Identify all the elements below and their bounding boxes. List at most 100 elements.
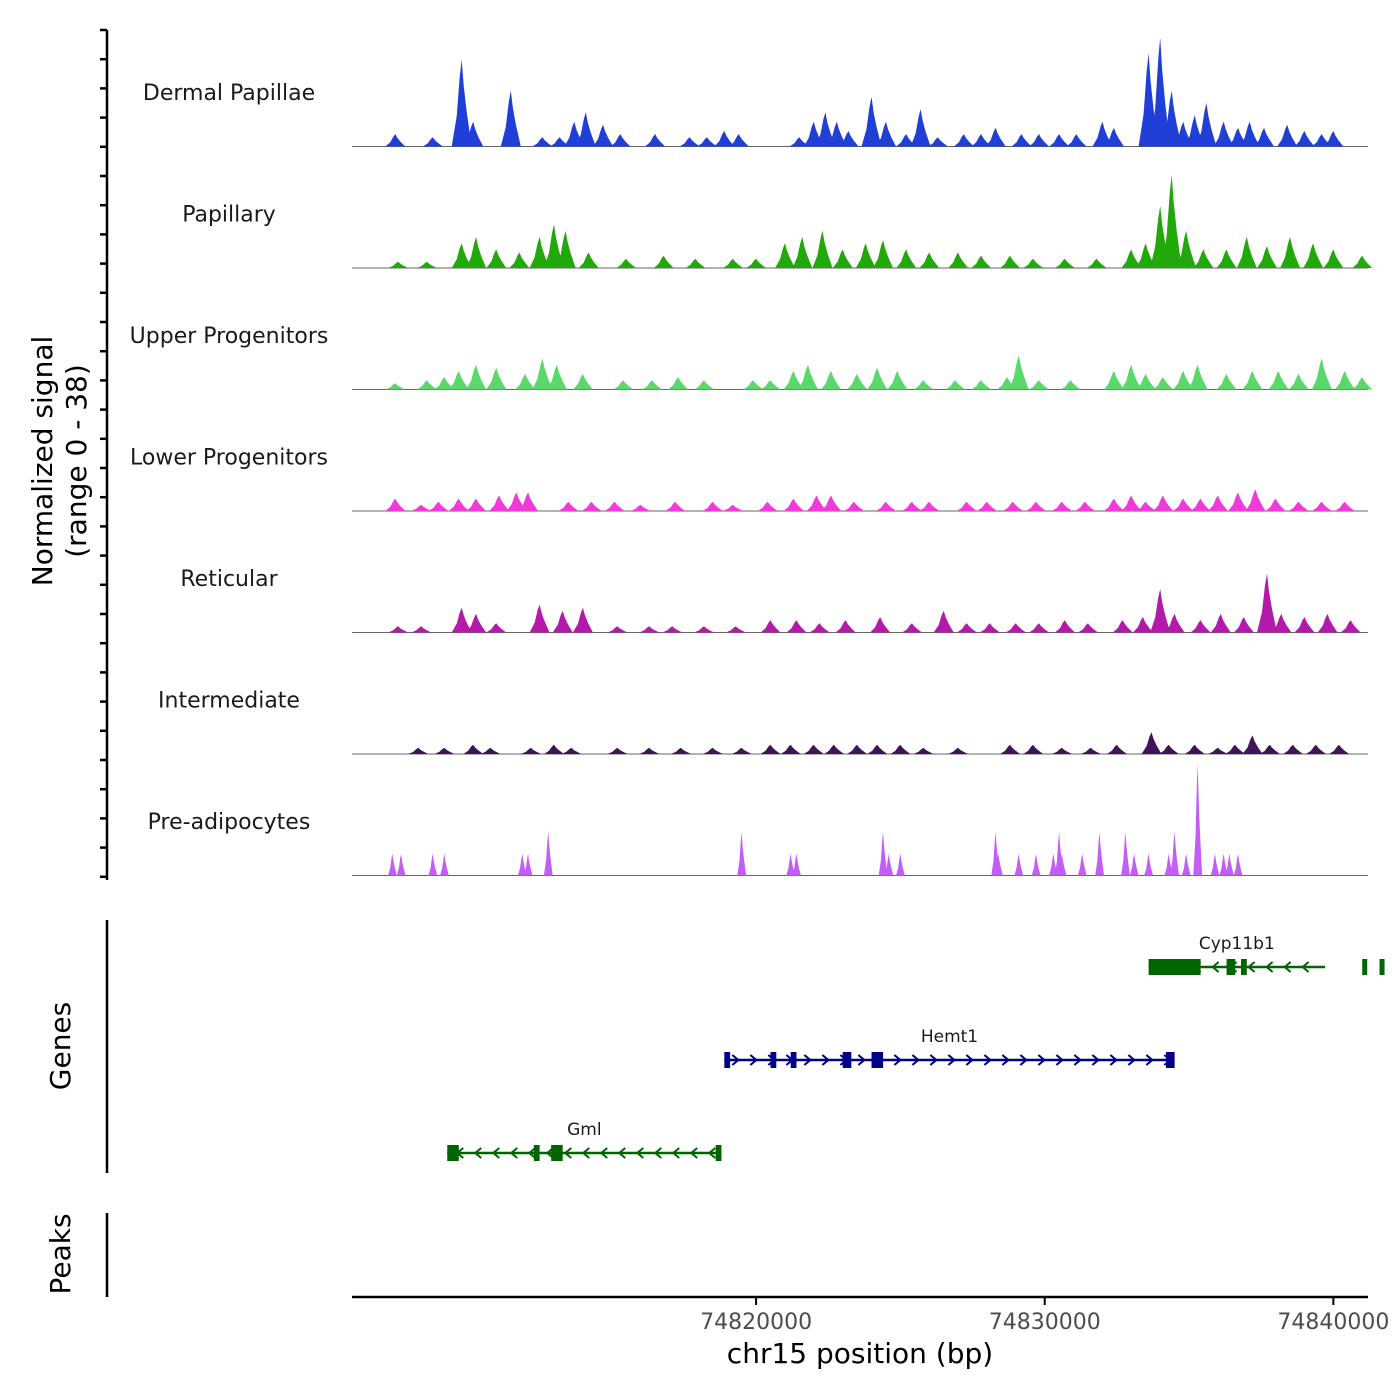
coverage-peak xyxy=(411,626,432,633)
strand-chevron xyxy=(707,1147,716,1159)
strand-chevron xyxy=(1091,1054,1100,1066)
coverage-peak xyxy=(1196,103,1217,147)
coverage-peak xyxy=(723,258,743,268)
coverage-peak xyxy=(913,747,934,754)
coverage-peak xyxy=(1334,501,1355,511)
coverage-peak xyxy=(434,747,455,754)
coverage-peak xyxy=(815,112,836,147)
coverage-peak xyxy=(388,626,409,633)
coverage-peak xyxy=(1254,127,1275,147)
coverage-peak xyxy=(956,623,977,633)
coverage-peak xyxy=(1052,747,1072,754)
strand-chevron xyxy=(1301,961,1310,973)
coverage-peak xyxy=(1303,243,1324,268)
coverage-peak xyxy=(1323,131,1344,147)
y-axis-title-line1: Normalized signal xyxy=(26,336,59,587)
coverage-peak xyxy=(1003,501,1023,511)
coverage-peak xyxy=(1077,853,1087,876)
coverage-peak xyxy=(1135,501,1156,511)
coverage-peak xyxy=(728,134,749,147)
strand-chevron xyxy=(689,1147,698,1159)
strand-chevron xyxy=(1127,1054,1136,1066)
coverage-peak xyxy=(607,747,628,754)
gene-exon xyxy=(842,1052,852,1068)
coverage-peak xyxy=(798,364,818,390)
coverage-peak xyxy=(873,240,894,268)
coverage-peak xyxy=(702,501,723,511)
coverage-peak xyxy=(1219,853,1229,876)
coverage-peak xyxy=(1104,370,1124,390)
coverage-peak xyxy=(1334,370,1355,390)
coverage-peak xyxy=(523,853,533,876)
coverage-peak xyxy=(1306,744,1326,754)
gene-exon xyxy=(1241,959,1247,975)
coverage-peak xyxy=(723,504,743,511)
coverage-peak xyxy=(639,626,660,633)
coverage-peak xyxy=(1005,623,1026,633)
track-0: Dermal Papillae xyxy=(143,37,1368,147)
strand-chevron xyxy=(821,1054,830,1066)
coverage-peak xyxy=(821,370,842,390)
coverage-peak xyxy=(610,134,631,147)
coverage-peak xyxy=(685,258,706,268)
coverage-peak xyxy=(694,626,715,633)
coverage-peak xyxy=(1283,744,1303,754)
coverage-peak xyxy=(1242,735,1263,754)
coverage-peak xyxy=(613,380,634,390)
coverage-peak xyxy=(1257,573,1277,633)
coverage-peak xyxy=(434,377,455,390)
coverage-peak xyxy=(543,832,553,876)
coverage-peak xyxy=(1060,380,1081,390)
strand-chevron xyxy=(1247,961,1256,973)
coverage-peak xyxy=(1054,620,1075,633)
coverage-peak xyxy=(1029,380,1049,390)
coverage-peak xyxy=(653,255,674,268)
coverage-peak xyxy=(1141,732,1162,754)
coverage-peak xyxy=(1352,255,1373,268)
coverage-peak xyxy=(1057,853,1067,876)
coverage-peak xyxy=(572,607,593,633)
strand-chevron xyxy=(491,1147,500,1159)
coverage-peak xyxy=(1161,174,1182,268)
coverage-peak xyxy=(919,252,940,268)
coverage-peak xyxy=(832,249,853,268)
coverage-peak xyxy=(1210,853,1220,876)
coverage-peak xyxy=(1153,495,1174,511)
strand-chevron xyxy=(965,1054,974,1066)
coverage-peak xyxy=(1014,853,1024,876)
coverage-peak xyxy=(1112,620,1133,633)
strand-chevron xyxy=(1055,1054,1064,1066)
coverage-peak xyxy=(783,498,804,511)
coverage-peak xyxy=(1352,377,1373,390)
coverage-peak xyxy=(671,747,691,754)
coverage-peak xyxy=(1280,236,1301,268)
coverage-peak xyxy=(953,134,974,147)
coverage-peak xyxy=(855,243,876,268)
coverage-peak xyxy=(1190,498,1211,511)
coverage-peak xyxy=(1245,489,1266,511)
coverage-peak xyxy=(979,623,1000,633)
coverage-peak xyxy=(835,620,856,633)
coverage-peak xyxy=(1181,853,1191,876)
coverage-peak xyxy=(451,607,472,633)
coverage-peak xyxy=(1187,364,1208,390)
coverage-peak xyxy=(792,236,813,268)
strand-chevron xyxy=(1037,1054,1046,1066)
coverage-peak xyxy=(1078,623,1098,633)
coverage-peak xyxy=(884,853,894,876)
coverage-peak xyxy=(645,134,666,147)
coverage-peak xyxy=(1150,37,1171,147)
strand-chevron xyxy=(1109,1054,1118,1066)
gene-hemt1: Hemt1 xyxy=(724,1027,1175,1068)
coverage-peak xyxy=(558,501,579,511)
coverage-peak xyxy=(760,380,781,390)
coverage-peak xyxy=(1225,744,1246,754)
coverage-peak xyxy=(1193,763,1203,876)
coverage-peak xyxy=(1173,498,1194,511)
coverage-peak xyxy=(1323,249,1344,268)
coverage-peak xyxy=(694,380,715,390)
coverage-peak xyxy=(417,261,437,268)
coverage-peak xyxy=(1135,374,1156,390)
coverage-peak xyxy=(977,501,997,511)
